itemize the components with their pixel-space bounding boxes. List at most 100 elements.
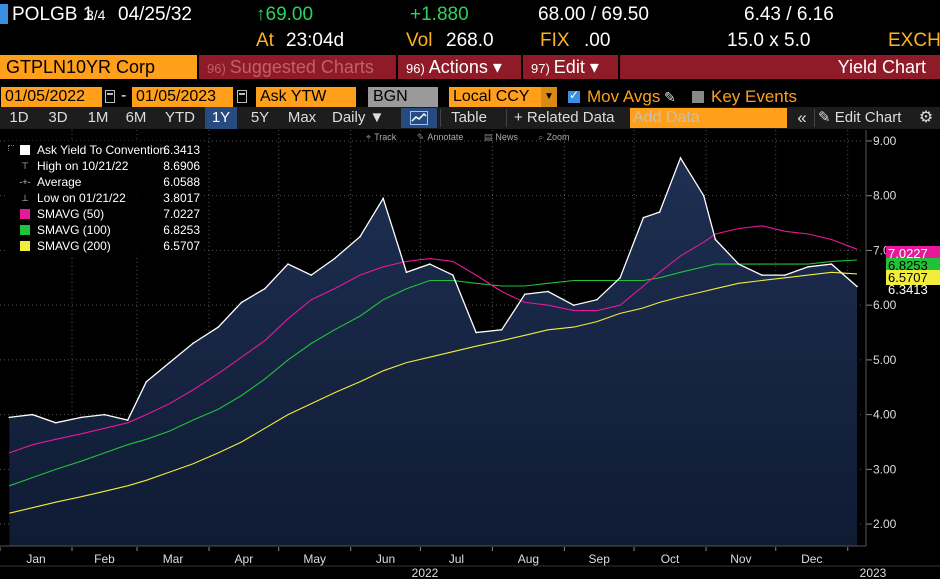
key-events-checkbox[interactable] (692, 91, 704, 103)
legend-value: 6.5707 (163, 239, 200, 253)
edit-chart-button[interactable]: ✎ Edit Chart (818, 109, 902, 126)
zoom-tool[interactable]: ⌕ Zoom (538, 132, 578, 142)
legend-row[interactable]: SMAVG (200) 6.5707 (6, 239, 204, 253)
mov-avgs-checkbox[interactable] (568, 88, 580, 103)
data-point (702, 194, 705, 197)
period-1d[interactable]: 1D (9, 109, 29, 126)
data-point (524, 293, 526, 296)
ticker-field[interactable]: GTPLN10YR Corp (0, 55, 197, 79)
suggested-charts-label: Suggested Charts (229, 57, 374, 77)
security-name: POLGB 1 (12, 4, 94, 25)
last-price: ↑69.00 (256, 4, 314, 25)
fix-label: FIX (540, 30, 570, 51)
data-point (263, 287, 266, 290)
add-data-input[interactable]: Add Data (630, 108, 787, 128)
calendar-icon[interactable] (237, 90, 247, 103)
key-events-label[interactable]: Key Events (711, 87, 797, 106)
actions-button[interactable]: 96) Actions ▾ (397, 55, 521, 79)
legend-row[interactable]: SMAVG (50) 7.0227 (6, 207, 204, 221)
legend-row[interactable]: Ask Yield To Convention 6.3413 (6, 143, 204, 157)
period-3d[interactable]: 3D (48, 109, 68, 126)
quote-time: 23:04d (286, 30, 345, 51)
separator (440, 109, 441, 127)
gear-icon[interactable]: ⚙ (918, 109, 934, 126)
edit-button[interactable]: 97) Edit ▾ (522, 55, 618, 79)
chart-area (9, 157, 858, 546)
x-year-label: 2023 (860, 566, 887, 579)
legend-row[interactable]: -+- Average 6.0588 (6, 175, 204, 189)
related-data-button[interactable]: + Related Data (514, 109, 615, 126)
data-point (103, 413, 106, 416)
pricing-source-field[interactable]: BGN (368, 87, 438, 107)
mov-avgs-label[interactable]: Mov Avgs (587, 87, 661, 106)
legend-row[interactable]: ⊥ Low on 01/21/22 3.8017 (6, 191, 204, 205)
legend-row[interactable]: SMAVG (100) 6.8253 (6, 223, 204, 237)
annotate-label: Annotate (427, 132, 464, 142)
legend-label: High on 10/21/22 (37, 159, 129, 173)
legend-label: SMAVG (100) (37, 223, 111, 237)
end-date-field[interactable]: 01/05/2023 (132, 87, 233, 107)
data-point (287, 263, 289, 265)
function-title: Yield Chart (620, 55, 940, 79)
separator (814, 109, 815, 127)
data-point (784, 274, 786, 276)
low-marker-icon: ⊥ (21, 193, 29, 203)
suggested-charts-number: 96) (207, 61, 226, 76)
y-tick-label: 2.00 (873, 517, 897, 531)
period-1y[interactable]: 1Y (205, 107, 237, 129)
data-point (168, 361, 171, 364)
data-point (382, 197, 385, 200)
data-point (658, 211, 661, 213)
legend-swatch (20, 241, 30, 251)
news-tool[interactable]: ▤ News (484, 132, 527, 142)
volume-value: 268.0 (446, 30, 494, 51)
period-1m[interactable]: 1M (87, 109, 109, 126)
x-month-label: Mar (163, 552, 184, 566)
x-month-label: Feb (94, 552, 115, 566)
data-point (405, 271, 408, 274)
drag-handle-icon[interactable] (8, 145, 14, 151)
frequency-dropdown[interactable]: Daily ▼ (332, 109, 385, 126)
y-tick-label: 9.00 (873, 134, 897, 148)
chart-legend[interactable]: Ask Yield To Convention 6.3413 ⊤ High on 10… (6, 141, 204, 257)
x-month-label: Apr (235, 552, 254, 566)
chevron-down-icon[interactable]: ▼ (541, 87, 557, 107)
quote-header: POLGB 1 3/4 04/25/32 ↑69.00 +1.880 68.00… (0, 0, 940, 54)
annotate-tool[interactable]: ✎ Annotate (417, 132, 473, 142)
chart-type-button[interactable] (401, 108, 437, 128)
data-point (500, 328, 503, 331)
price-tag: 6.8253 (886, 258, 940, 273)
period-6m[interactable]: 6M (125, 109, 147, 126)
actions-label: Actions ▾ (428, 57, 502, 77)
average-marker-icon: -+- (19, 177, 31, 187)
data-point (596, 298, 598, 301)
start-date-field[interactable]: 01/05/2022 (1, 87, 102, 107)
data-point (830, 263, 833, 265)
bid-ask-size: 15.0 x 5.0 (727, 30, 811, 51)
pencil-icon[interactable]: ✎ (664, 89, 676, 105)
currency-field[interactable]: Local CCY (449, 87, 541, 107)
table-button[interactable]: Table (451, 109, 487, 126)
suggested-charts-button[interactable]: 96) Suggested Charts (198, 55, 396, 79)
collapse-icon[interactable]: « (797, 108, 807, 127)
data-point (807, 266, 810, 268)
data-point (359, 235, 361, 238)
data-point (452, 274, 454, 276)
x-month-label: Dec (801, 552, 822, 566)
calendar-icon[interactable] (105, 90, 115, 103)
legend-row[interactable]: ⊤ High on 10/21/22 8.6906 (6, 159, 204, 173)
x-month-label: Nov (730, 552, 751, 566)
price-tag: 6.3413 (888, 282, 928, 297)
period-5y[interactable]: 5Y (250, 109, 270, 126)
crosshair-icon: ⌖ (366, 132, 372, 142)
x-month-label: Sep (589, 552, 611, 566)
period-ytd[interactable]: YTD (165, 109, 195, 126)
y-tick-label: 5.00 (873, 353, 897, 367)
field-selector[interactable]: Ask YTW (256, 87, 356, 107)
price-tag: 6.5707 (886, 270, 940, 285)
track-tool[interactable]: ⌖ Track (366, 132, 405, 142)
series-line-2 (9, 259, 858, 487)
period-max[interactable]: Max (287, 109, 317, 126)
data-point (310, 274, 313, 276)
